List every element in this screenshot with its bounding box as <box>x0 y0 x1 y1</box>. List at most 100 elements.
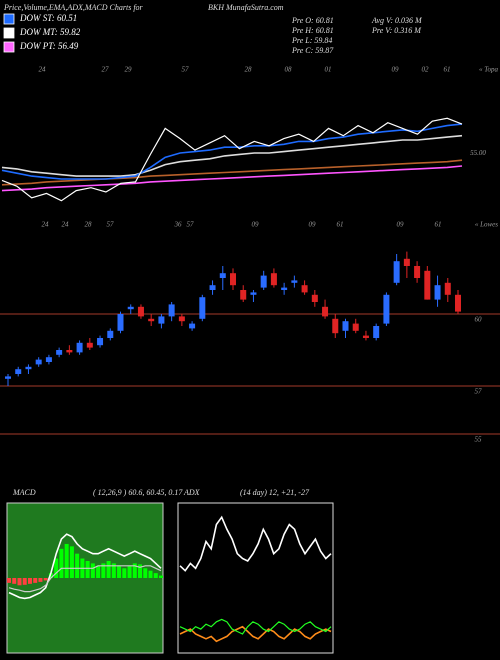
histogram-bar <box>106 560 111 578</box>
candle-body <box>45 357 52 362</box>
legend-swatch <box>3 27 15 39</box>
candle-body <box>444 282 451 295</box>
ticker: BKH <box>208 3 225 12</box>
x-tick-label: 24 <box>62 221 70 229</box>
candle-body <box>393 261 400 283</box>
x-tick-label: 08 <box>285 66 293 74</box>
histogram-bar <box>64 543 69 578</box>
x-tick-label: 28 <box>245 66 253 74</box>
stat: Pre H: 60.81 <box>291 26 334 35</box>
histogram-bar <box>122 568 127 578</box>
x-tick-label: 61 <box>337 221 344 229</box>
series-line <box>1 159 463 186</box>
x-tick-label: 09 <box>392 66 400 74</box>
series-line <box>8 565 162 593</box>
histogram-bar <box>85 560 90 578</box>
x-tick-label: 29 <box>125 66 133 74</box>
adx-panel <box>177 502 334 654</box>
candle-body <box>148 318 155 322</box>
candle-body <box>291 280 298 283</box>
x-tick-label: 24 <box>39 66 47 74</box>
candle-body <box>434 285 441 300</box>
histogram-bar <box>33 578 38 583</box>
x-tick-label: 09 <box>397 221 405 229</box>
x-tick-label: 61 <box>444 66 451 74</box>
histogram-bar <box>153 573 158 578</box>
candle-body <box>322 306 329 317</box>
stat: Pre L: 59.84 <box>291 36 332 45</box>
histogram-bar <box>127 565 132 578</box>
candle-body <box>199 297 206 319</box>
x-tick-label: 57 <box>187 221 195 229</box>
histogram-bar <box>27 578 32 584</box>
x-tick-label: 24 <box>42 221 50 229</box>
y-tick-label: 55.00 <box>470 149 486 157</box>
y-tick-label: 57 <box>475 388 483 396</box>
candle-body <box>189 323 196 329</box>
histogram-bar <box>69 546 74 578</box>
x-tick-label: 28 <box>85 221 93 229</box>
candle-body <box>178 316 185 322</box>
series-line <box>1 165 463 192</box>
histogram-bar <box>143 568 148 578</box>
histogram-bar <box>75 553 80 578</box>
histogram-bar <box>7 578 11 583</box>
x-tick-label: 01 <box>325 66 332 74</box>
stat: Pre C: 59.87 <box>291 46 334 55</box>
histogram-bar <box>132 563 137 578</box>
candle-body <box>127 306 134 310</box>
panel-params: ( 12,26,9 ) 60.6, 60.45, 0.17 <box>93 488 183 497</box>
candle-body <box>352 323 359 331</box>
candle-body <box>158 316 165 324</box>
candle-body <box>97 338 104 346</box>
histogram-bar <box>17 578 22 586</box>
x-tick-label: 09 <box>309 221 317 229</box>
histogram-bar <box>48 573 53 578</box>
histogram-bar <box>117 565 122 578</box>
candle-body <box>270 273 277 286</box>
candle-body <box>240 290 247 300</box>
candle-body <box>403 258 410 266</box>
series-line <box>8 533 162 600</box>
site: MunafaSutra.com <box>225 3 284 12</box>
x-tick-label: 57 <box>182 66 190 74</box>
legend-label: DOW PT: 56.49 <box>19 41 79 51</box>
histogram-bar <box>38 578 43 582</box>
series-line <box>179 618 332 635</box>
legend-label: DOW MT: 59.82 <box>19 27 81 37</box>
panel-params: (14 day) 12, +21, -27 <box>240 488 310 497</box>
candle-body <box>219 273 226 278</box>
histogram-bar <box>12 578 17 584</box>
histogram-bar <box>159 575 163 578</box>
histogram-bar <box>148 570 153 578</box>
histogram-bar <box>90 563 95 578</box>
x-tick-label: 27 <box>102 66 110 74</box>
candle-body <box>342 321 349 331</box>
candle-body <box>383 294 390 324</box>
candle-body <box>137 306 144 317</box>
edge-label: « Lowes <box>475 221 498 229</box>
candle-body <box>168 304 175 317</box>
series-line <box>1 123 463 180</box>
legend-swatch <box>3 13 15 25</box>
candle-body <box>86 342 93 348</box>
candle-body <box>281 287 288 290</box>
candle-body <box>301 285 308 293</box>
panel-title: ADX <box>183 488 201 497</box>
candle-body <box>373 326 380 338</box>
x-tick-label: 61 <box>435 221 442 229</box>
candle-body <box>311 294 318 302</box>
edge-label: « Topa <box>479 66 499 74</box>
candle-body <box>117 314 124 331</box>
candle-body <box>414 266 421 278</box>
panel-title: MACD <box>12 488 36 497</box>
candle-body <box>15 369 22 374</box>
candle-body <box>209 285 216 290</box>
macd-panel <box>6 502 164 654</box>
stat: Avg V: 0.036 M <box>371 16 423 25</box>
legend-swatch <box>3 41 15 53</box>
candle-body <box>455 294 461 312</box>
series-line <box>1 134 463 177</box>
histogram-bar <box>111 563 116 578</box>
y-tick-label: 55 <box>475 436 483 444</box>
